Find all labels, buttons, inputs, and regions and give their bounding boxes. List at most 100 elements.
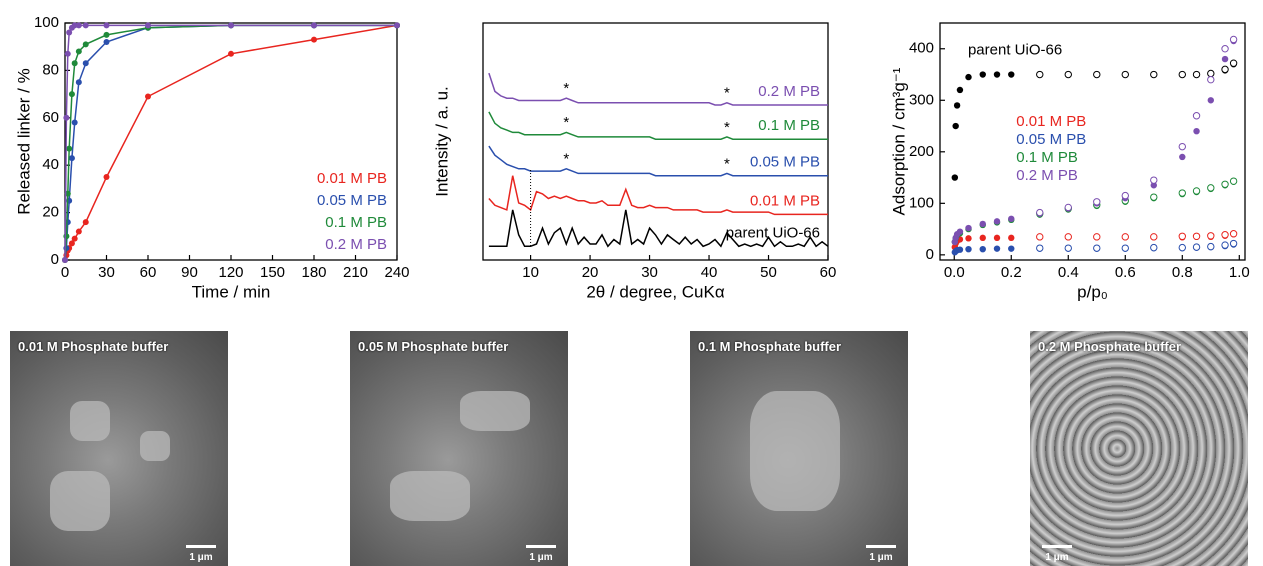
adsorption-point (1008, 234, 1015, 242)
adsorption-point (1221, 55, 1229, 63)
data-point (64, 50, 71, 57)
data-point (63, 114, 70, 121)
x-tick-label: 0.4 (1058, 264, 1079, 281)
data-point (103, 38, 110, 45)
data-point (228, 50, 234, 57)
x-axis-label: Time / min (192, 282, 271, 301)
crystal (390, 471, 470, 521)
scale-label: 1 μm (189, 552, 213, 563)
adsorption-point (1150, 182, 1157, 189)
legend-entry: 0.1 M PB (1016, 149, 1078, 166)
data-point (68, 155, 75, 162)
desorption-point (1121, 70, 1129, 79)
y-tick-label: 100 (909, 194, 934, 211)
y-tick-label: 0 (51, 251, 59, 268)
scale-bar (866, 545, 896, 548)
data-point (71, 60, 78, 67)
desorption-point (1064, 70, 1072, 79)
x-tick-label: 0 (61, 264, 69, 281)
adsorption-point (993, 71, 1001, 78)
legend-entry: 0.1 M PB (325, 214, 387, 231)
adsorption-point (956, 86, 964, 94)
data-point (75, 228, 82, 235)
scale-bar (1042, 545, 1072, 548)
data-point (66, 29, 73, 36)
adsorption-point (953, 102, 961, 109)
desorption-point (1178, 70, 1186, 79)
sem-image: 0.01 M Phosphate buffer 1 μm (10, 331, 228, 566)
desorption-point (1229, 177, 1238, 185)
desorption-point (1221, 241, 1229, 249)
data-point (71, 119, 78, 126)
adsorption-point (979, 234, 986, 242)
plot-frame (939, 22, 1246, 261)
image-label: 0.1 M Phosphate buffer (698, 339, 842, 354)
data-point (145, 22, 151, 29)
x-tick-label: 150 (260, 264, 285, 281)
scale-label: 1 μm (529, 552, 553, 563)
desorption-point (1207, 184, 1215, 192)
desorption-point (1221, 65, 1229, 74)
data-point (66, 145, 73, 152)
x-axis-label: 2θ / degree, CuKα (586, 282, 725, 301)
adsorption-point (979, 245, 986, 253)
legend-entry: 0.05 M PB (317, 192, 387, 209)
desorption-point (1192, 243, 1201, 251)
data-point (311, 36, 317, 43)
crystal (70, 401, 110, 441)
crystal (50, 471, 110, 531)
annotation: * (563, 114, 569, 131)
x-axis-label: p/p₀ (1077, 282, 1108, 301)
desorption-point (1036, 244, 1044, 252)
data-point (75, 22, 82, 29)
adsorption-point (952, 122, 959, 130)
x-tick-label: 50 (760, 264, 777, 281)
data-point (103, 174, 110, 181)
adsorption-point (965, 224, 972, 232)
sem-image: 0.1 M Phosphate buffer 1 μm (690, 331, 908, 566)
x-tick-label: 20 (582, 264, 599, 281)
desorption-point (1207, 232, 1215, 240)
desorption-point (1150, 243, 1158, 252)
desorption-point (1150, 193, 1158, 201)
desorption-point (1064, 203, 1072, 212)
data-point (103, 22, 110, 29)
adsorption-point (993, 234, 1001, 242)
adsorption-point (979, 220, 986, 228)
desorption-point (1093, 70, 1101, 79)
desorption-point (1093, 198, 1101, 206)
legend-entry: 0.2 M PB (1016, 167, 1078, 184)
y-axis-label: Adsorption / cm³g⁻¹ (889, 67, 908, 215)
y-tick-label: 0 (926, 246, 934, 263)
desorption-point (1192, 187, 1201, 195)
image-label: 0.2 M Phosphate buffer (1038, 339, 1182, 354)
x-tick-label: 30 (98, 264, 115, 281)
data-point (394, 22, 400, 29)
data-point (145, 93, 151, 100)
adsorption-point (956, 246, 964, 253)
x-tick-label: 0.0 (944, 264, 965, 281)
scale-label: 1 μm (1045, 552, 1069, 563)
y-tick-label: 40 (42, 156, 59, 173)
desorption-point (1178, 243, 1186, 252)
data-point (75, 48, 82, 55)
series-label: parent UiO-66 (726, 224, 820, 241)
data-point (71, 22, 78, 29)
data-point (82, 219, 89, 226)
x-tick-label: 0.8 (1172, 264, 1193, 281)
desorption-point (1064, 233, 1072, 241)
legend-entry: 0.2 M PB (325, 236, 387, 253)
sem-image: 0.05 M Phosphate buffer 1 μm (350, 331, 568, 566)
adsorption-point (1207, 97, 1214, 104)
desorption-point (1221, 180, 1229, 188)
image-label: 0.05 M Phosphate buffer (358, 339, 509, 354)
y-tick-label: 400 (909, 40, 934, 57)
adsorption-point (993, 245, 1001, 252)
desorption-point (1036, 208, 1044, 217)
scale-bar (526, 545, 556, 548)
data-point (62, 257, 68, 263)
legend-entry: 0.01 M PB (317, 170, 387, 187)
x-tick-label: 210 (343, 264, 368, 281)
series-label: 0.01 M PB (750, 192, 820, 209)
